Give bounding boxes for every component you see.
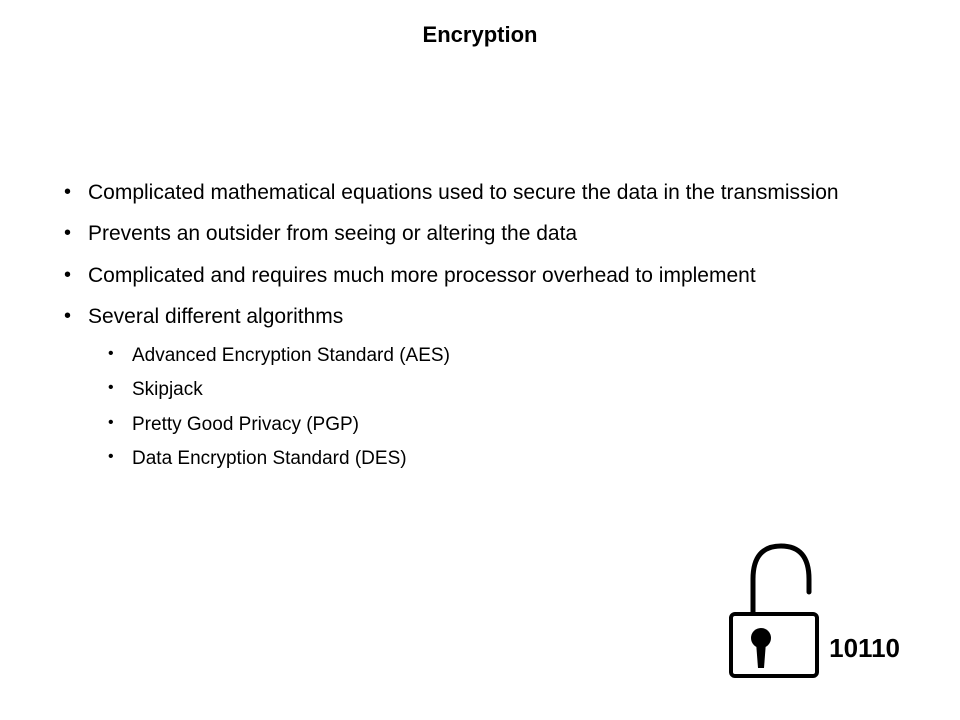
bullet-text: Complicated mathematical equations used … xyxy=(88,181,839,204)
list-item: Advanced Encryption Standard (AES) xyxy=(104,342,900,371)
main-bullet-list: Complicated mathematical equations used … xyxy=(60,178,900,474)
bullet-text: Complicated and requires much more proce… xyxy=(88,264,756,287)
lock-graphic-container: 10110 xyxy=(723,534,900,684)
list-item: Complicated mathematical equations used … xyxy=(60,178,900,207)
list-item: Skipjack xyxy=(104,376,900,405)
slide-content: Complicated mathematical equations used … xyxy=(0,48,960,474)
binary-label: 10110 xyxy=(829,633,900,664)
list-item: Data Encryption Standard (DES) xyxy=(104,445,900,474)
bullet-text: Prevents an outsider from seeing or alte… xyxy=(88,222,577,245)
sub-bullet-text: Data Encryption Standard (DES) xyxy=(132,448,407,469)
list-item: Pretty Good Privacy (PGP) xyxy=(104,411,900,440)
list-item: Prevents an outsider from seeing or alte… xyxy=(60,219,900,248)
sub-bullet-text: Advanced Encryption Standard (AES) xyxy=(132,345,450,366)
page-title: Encryption xyxy=(0,0,960,48)
lock-icon xyxy=(723,534,833,684)
sub-bullet-text: Skipjack xyxy=(132,379,203,400)
bullet-text: Several different algorithms xyxy=(88,305,343,328)
list-item: Several different algorithms Advanced En… xyxy=(60,302,900,473)
sub-bullet-list: Advanced Encryption Standard (AES) Skipj… xyxy=(88,342,900,474)
list-item: Complicated and requires much more proce… xyxy=(60,261,900,290)
sub-bullet-text: Pretty Good Privacy (PGP) xyxy=(132,414,359,435)
